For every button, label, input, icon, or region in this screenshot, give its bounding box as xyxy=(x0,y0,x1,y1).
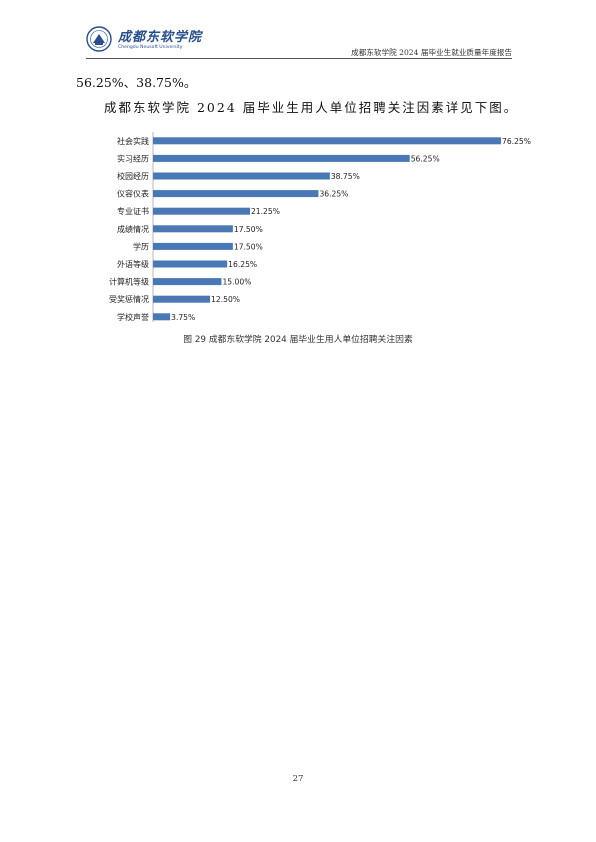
bar xyxy=(153,190,319,198)
value-label: 36.25% xyxy=(319,190,348,199)
category-label: 计算机等级 xyxy=(109,277,149,287)
bar xyxy=(153,242,233,250)
bar xyxy=(153,207,250,215)
bar xyxy=(153,172,330,180)
document-title: 成都东软学院 2024 届毕业生就业质量年度报告 xyxy=(351,48,512,57)
bar xyxy=(153,225,233,233)
category-label: 社会实践 xyxy=(117,136,149,146)
category-label: 专业证书 xyxy=(117,206,149,216)
category-label: 仪容仪表 xyxy=(117,189,149,199)
value-label: 16.25% xyxy=(228,260,257,269)
paragraph-intro: 成都东软学院 2024 届毕业生用人单位招聘关注因素详见下图。 xyxy=(104,100,519,115)
bar xyxy=(153,278,222,286)
bar-chart: 社会实践 76.25% 实习经历 56.25% 校园经历 38.75% 仪容仪表 36.25%… xyxy=(109,132,531,322)
bar xyxy=(153,260,228,268)
value-label: 76.25% xyxy=(502,137,531,146)
category-label: 学历 xyxy=(133,241,149,251)
value-label: 15.00% xyxy=(222,278,251,287)
category-label: 学校声誉 xyxy=(117,312,149,322)
page-header: 成都东软学院 Chengdu Neusoft University 成都东软学院… xyxy=(86,22,512,58)
logo-subtitle: Chengdu Neusoft University xyxy=(118,45,183,50)
category-label: 成绩情况 xyxy=(117,224,149,234)
header-divider xyxy=(86,58,512,59)
category-label: 外语等级 xyxy=(117,259,149,269)
category-label: 校园经历 xyxy=(117,171,149,181)
value-label: 21.25% xyxy=(251,207,280,216)
university-logo-icon xyxy=(86,26,112,52)
category-label: 受奖惩情况 xyxy=(109,294,149,304)
bar xyxy=(153,154,410,162)
logo-wordmark: 成都东软学院 xyxy=(118,30,203,45)
value-label: 56.25% xyxy=(411,154,440,163)
bar xyxy=(153,137,501,145)
value-label: 17.50% xyxy=(234,242,263,251)
value-label: 17.50% xyxy=(234,225,263,234)
figure-caption: 图 29 成都东软学院 2024 届毕业生用人单位招聘关注因素 xyxy=(183,335,413,345)
bar xyxy=(153,295,211,303)
bar xyxy=(153,313,171,321)
value-label: 3.75% xyxy=(171,313,195,322)
category-label: 实习经历 xyxy=(117,153,149,163)
value-label: 38.75% xyxy=(331,172,360,181)
value-label: 12.50% xyxy=(211,295,240,304)
paragraph-continuation: 56.25%、38.75%。 xyxy=(76,75,197,90)
page-number: 27 xyxy=(292,774,304,784)
